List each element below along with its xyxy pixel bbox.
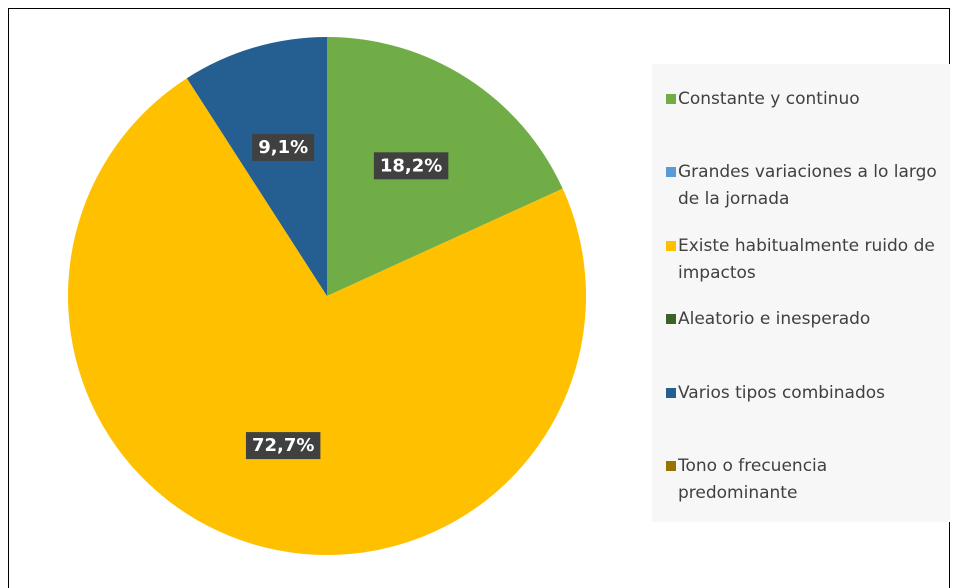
legend-entry: Tono o frecuencia predominante [666,453,942,507]
legend-label: Existe habitualmente ruido de impactos [678,235,935,283]
legend-label: Grandes variaciones a lo largo de la jor… [678,162,937,210]
data-label-box [245,432,321,460]
legend-entry: Existe habitualmente ruido de impactos [666,233,942,287]
legend-swatch [666,240,676,251]
legend-label: Aleatorio e inesperado [678,309,871,330]
pie-slice [68,78,586,556]
data-label: 18,2% [373,152,449,180]
legend-entry: Constante y continuo [666,86,942,113]
legend-label: Varios tipos combinados [678,382,886,403]
legend-entry: Aleatorio e inesperado [666,306,942,333]
legend-swatch [666,314,676,325]
legend-entry: Varios tipos combinados [666,380,942,407]
legend-label: Tono o frecuencia predominante [678,456,828,503]
legend-swatch [666,461,676,471]
legend-entry: Grandes variaciones a lo largo de la jor… [666,159,942,213]
data-label-text: 18,2% [380,155,442,176]
data-label-text: 72,7% [252,435,314,456]
data-label-box [373,152,449,180]
data-label-text: 9,1% [258,137,308,158]
legend-swatch [666,167,676,178]
pie-slice [186,37,327,296]
data-label: 9,1% [252,133,315,161]
data-label: 72,7% [245,432,321,460]
legend-label: Constante y continuo [678,89,860,109]
legend-swatch [666,387,676,398]
pie-slice [186,78,327,297]
legend-swatch [666,94,676,104]
data-label-box [252,133,315,161]
legend: Constante y continuo Grandes variaciones … [652,64,950,522]
